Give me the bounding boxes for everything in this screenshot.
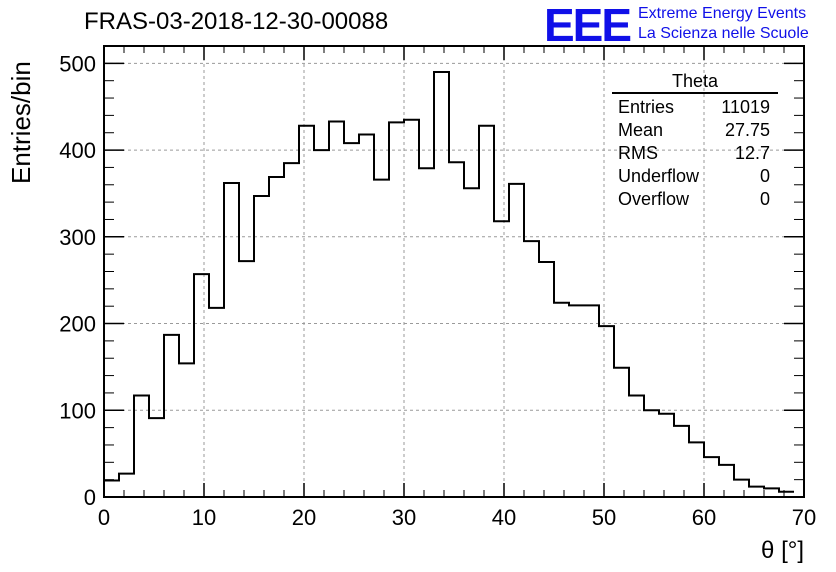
axis-ticks <box>103 45 805 498</box>
histogram-bin <box>254 196 269 497</box>
histogram-bin <box>269 177 284 497</box>
y-tick-label: 100 <box>59 398 96 423</box>
stats-value: 27.75 <box>724 120 770 140</box>
eee-logo: EEE <box>544 0 632 51</box>
stats-label: Entries <box>618 97 675 117</box>
stats-label: Mean <box>618 120 664 140</box>
x-tick-label: 60 <box>692 505 716 530</box>
y-tick-label: 200 <box>59 312 96 337</box>
stats-row-rms: RMS 12.7 <box>612 142 778 165</box>
histogram-bin <box>284 163 299 497</box>
histogram-bin <box>464 188 479 497</box>
histogram-bin <box>434 72 449 497</box>
histogram-bin <box>449 162 464 497</box>
histogram-bin <box>179 363 194 497</box>
histogram-bin <box>194 274 209 497</box>
x-tick-label: 20 <box>292 505 316 530</box>
histogram-bin <box>539 262 554 497</box>
stats-title: Theta <box>612 70 778 94</box>
histogram-bin <box>149 418 164 497</box>
histogram-bin <box>704 457 719 497</box>
histogram-outline <box>103 71 794 497</box>
x-tick-label: 30 <box>392 505 416 530</box>
stats-label: Overflow <box>618 189 690 209</box>
stats-row-underflow: Underflow 0 <box>612 165 778 188</box>
x-tick-label: 40 <box>492 505 516 530</box>
stats-value: 0 <box>759 166 770 186</box>
stats-row-overflow: Overflow 0 <box>612 188 778 211</box>
histogram-bin <box>524 241 539 497</box>
y-tick-label: 400 <box>59 138 96 163</box>
histogram-bin <box>644 410 659 497</box>
histogram-bin <box>659 414 674 497</box>
histogram-bin <box>359 134 374 497</box>
stats-value: 0 <box>759 189 770 209</box>
histogram-bin <box>614 368 629 497</box>
x-tick-label: 0 <box>98 505 110 530</box>
histogram-bin <box>494 221 509 497</box>
histogram-bin <box>404 120 419 497</box>
histogram-bin <box>734 480 749 497</box>
stats-row-mean: Mean 27.75 <box>612 119 778 142</box>
histogram-bin <box>374 180 389 497</box>
stats-label: Underflow <box>618 166 700 186</box>
histogram-bin <box>329 121 344 497</box>
histogram-bin <box>764 488 779 497</box>
histogram-bin <box>569 305 584 497</box>
histogram-bin <box>104 481 119 497</box>
y-tick-label: 300 <box>59 225 96 250</box>
histogram-bin <box>479 126 494 497</box>
histogram-bin <box>689 442 704 497</box>
stats-value: 12.7 <box>734 143 770 163</box>
logo-line-2: La Scienza nelle Scuole <box>638 25 809 42</box>
run-title: FRAS-03-2018-12-30-00088 <box>84 8 389 35</box>
tick-labels: 0 10 20 30 40 50 60 70 0 100 200 300 400 500 <box>59 51 816 530</box>
x-tick-label: 50 <box>592 505 616 530</box>
histogram-bars <box>103 71 794 497</box>
histogram-bin <box>749 487 764 497</box>
histogram-bin <box>209 308 224 497</box>
histogram-bin <box>509 184 524 497</box>
histogram-bin <box>239 261 254 497</box>
y-axis-label: Entries/bin <box>6 61 36 184</box>
histogram-bin <box>164 335 179 497</box>
y-tick-label: 0 <box>84 485 96 510</box>
x-tick-label: 70 <box>792 505 816 530</box>
histogram-bin <box>299 126 314 497</box>
logo-line-1: Extreme Energy Events <box>638 5 807 22</box>
y-tick-label: 500 <box>59 51 96 76</box>
grid-lines <box>104 46 804 497</box>
histogram-bin <box>584 305 599 497</box>
histogram-bin <box>554 303 569 497</box>
x-axis-label: θ [°] <box>761 537 804 564</box>
histogram-bin <box>344 143 359 497</box>
eee-logo-text: Extreme Energy Events La Scienza nelle S… <box>638 4 809 44</box>
histogram-bin <box>719 465 734 497</box>
histogram-bin <box>629 396 644 497</box>
stats-row-entries: Entries 11019 <box>612 96 778 119</box>
stats-box: Theta Entries 11019 Mean 27.75 RMS 12.7 … <box>612 70 778 211</box>
stats-value: 11019 <box>721 97 770 117</box>
histogram-bin <box>419 168 434 497</box>
histogram-bin <box>389 122 404 497</box>
histogram-bin <box>599 326 614 497</box>
histogram-bin <box>119 474 134 497</box>
x-tick-label: 10 <box>192 505 216 530</box>
stats-label: RMS <box>618 143 658 163</box>
histogram-bin <box>674 426 689 497</box>
histogram-bin <box>224 183 239 497</box>
